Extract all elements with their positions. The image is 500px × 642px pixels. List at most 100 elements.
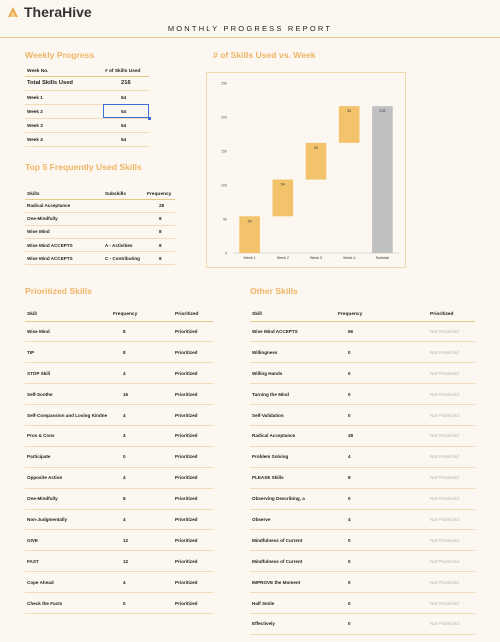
freq-cell[interactable]: 4	[111, 509, 173, 531]
skill-cell[interactable]: Mindfulness of Current	[250, 550, 336, 573]
freq-cell[interactable]: 0	[111, 592, 173, 614]
skill-cell[interactable]: Effectively	[250, 613, 336, 635]
freq-cell[interactable]: 0	[111, 446, 173, 468]
status-cell[interactable]: Prioritized	[173, 425, 213, 447]
status-cell[interactable]: Not Prioritized	[428, 613, 475, 635]
freq-cell[interactable]: 12	[111, 529, 173, 552]
status-cell[interactable]: Prioritized	[173, 321, 213, 343]
skill-cell[interactable]: PLEASE Skills	[250, 467, 336, 489]
status-cell[interactable]: Prioritized	[173, 383, 213, 406]
freq-cell[interactable]: 4	[111, 571, 173, 594]
selected-cell[interactable]: 54	[103, 104, 151, 120]
skill-cell[interactable]: Wise Mind ACCEPTS	[25, 251, 103, 266]
skill-cell[interactable]: Willingness	[250, 341, 336, 364]
skill-cell[interactable]: Self-Compassion and Loving Kindne	[25, 404, 111, 426]
status-cell[interactable]: Prioritized	[173, 362, 213, 385]
skill-cell[interactable]: FAST	[25, 550, 111, 573]
skill-cell[interactable]: Wise Mind	[25, 225, 103, 240]
skill-cell[interactable]: Turning the Mind	[250, 383, 336, 406]
freq-cell[interactable]: 8	[145, 238, 175, 253]
freq-cell[interactable]: 28	[145, 199, 175, 213]
skill-cell[interactable]: Participate	[25, 446, 111, 468]
freq-cell[interactable]: 4	[111, 404, 173, 426]
freq-cell[interactable]: 0	[336, 362, 428, 385]
value-cell[interactable]: 54	[103, 132, 149, 148]
status-cell[interactable]: Not Prioritized	[428, 467, 475, 489]
status-cell[interactable]: Prioritized	[173, 550, 213, 573]
status-cell[interactable]: Not Prioritized	[428, 592, 475, 614]
status-cell[interactable]: Not Prioritized	[428, 341, 475, 364]
skill-cell[interactable]: Wise Mind ACCEPTS	[25, 238, 103, 253]
skill-cell[interactable]: Radical Acceptance	[250, 425, 336, 447]
skill-cell[interactable]: Problem Solving	[250, 446, 336, 468]
freq-cell[interactable]: 8	[111, 488, 173, 510]
value-cell[interactable]: 54	[103, 118, 149, 134]
freq-cell[interactable]: 0	[336, 592, 428, 614]
skill-cell[interactable]: Observing Describing, a	[250, 488, 336, 510]
subskill-cell[interactable]: A - Activities	[103, 238, 145, 253]
skill-cell[interactable]: Self-Soothe	[25, 383, 111, 406]
freq-cell[interactable]: 0	[336, 383, 428, 406]
week-cell[interactable]: Week 3	[25, 118, 103, 134]
skill-cell[interactable]: Non-Judgmentally	[25, 509, 111, 531]
status-cell[interactable]: Not Prioritized	[428, 383, 475, 406]
freq-cell[interactable]: 0	[336, 404, 428, 426]
week-cell[interactable]: Week 2	[25, 104, 103, 119]
status-cell[interactable]: Prioritized	[173, 571, 213, 594]
freq-cell[interactable]: 8	[145, 251, 175, 266]
freq-cell[interactable]: 0	[336, 488, 428, 510]
status-cell[interactable]: Not Prioritized	[428, 425, 475, 447]
freq-cell[interactable]: 0	[336, 613, 428, 635]
skill-cell[interactable]: Pros & Cons	[25, 425, 111, 447]
skill-cell[interactable]: STOP Skill	[25, 362, 111, 385]
status-cell[interactable]: Prioritized	[173, 404, 213, 426]
freq-cell[interactable]: 8	[145, 225, 175, 240]
freq-cell[interactable]: 56	[336, 321, 428, 343]
status-cell[interactable]: Prioritized	[173, 488, 213, 510]
status-cell[interactable]: Prioritized	[173, 341, 213, 364]
skill-cell[interactable]: IMPROVE the Moment	[250, 571, 336, 594]
skill-cell[interactable]: Wise Mind	[25, 321, 111, 343]
skill-cell[interactable]: TIP	[25, 341, 111, 364]
freq-cell[interactable]: 16	[111, 383, 173, 406]
skill-cell[interactable]: Observe	[250, 509, 336, 531]
skill-cell[interactable]: Cope Ahead	[25, 571, 111, 594]
skill-cell[interactable]: Half Smile	[250, 592, 336, 614]
status-cell[interactable]: Not Prioritized	[428, 446, 475, 468]
freq-cell[interactable]: 4	[111, 362, 173, 385]
freq-cell[interactable]: 8	[111, 321, 173, 343]
skill-cell[interactable]: Opposite Action	[25, 467, 111, 489]
subskill-cell[interactable]	[103, 212, 145, 226]
skill-cell[interactable]: Radical Acceptance	[25, 199, 103, 213]
skill-cell[interactable]: One-Mindfully	[25, 212, 103, 226]
status-cell[interactable]: Not Prioritized	[428, 404, 475, 426]
status-cell[interactable]: Prioritized	[173, 529, 213, 552]
status-cell[interactable]: Prioritized	[173, 467, 213, 489]
skill-cell[interactable]: Check the Facts	[25, 592, 111, 614]
freq-cell[interactable]: 8	[145, 212, 175, 226]
status-cell[interactable]: Not Prioritized	[428, 571, 475, 594]
freq-cell[interactable]: 8	[111, 341, 173, 364]
skill-cell[interactable]: Self-Validation	[250, 404, 336, 426]
chart-container[interactable]: 0 50 100 150 200 250 54 Week 1 54 Week 2 54 Week 3 5…	[206, 72, 406, 268]
freq-cell[interactable]: 28	[336, 425, 428, 447]
freq-cell[interactable]: 4	[336, 446, 428, 468]
value-cell[interactable]: 54	[103, 90, 149, 105]
status-cell[interactable]: Not Prioritized	[428, 550, 475, 573]
skill-cell[interactable]: Wise Mind ACCEPTS	[250, 321, 336, 343]
status-cell[interactable]: Prioritized	[173, 446, 213, 468]
freq-cell[interactable]: 4	[336, 509, 428, 531]
skill-cell[interactable]: One-Mindfully	[25, 488, 111, 510]
freq-cell[interactable]: 12	[111, 550, 173, 573]
status-cell[interactable]: Not Prioritized	[428, 509, 475, 531]
skill-cell[interactable]: GIVE	[25, 529, 111, 552]
status-cell[interactable]: Not Prioritized	[428, 321, 475, 343]
status-cell[interactable]: Not Prioritized	[428, 488, 475, 510]
skill-cell[interactable]: Mindfulness of Current	[250, 529, 336, 552]
freq-cell[interactable]: 0	[336, 529, 428, 552]
status-cell[interactable]: Not Prioritized	[428, 362, 475, 385]
freq-cell[interactable]: 8	[336, 467, 428, 489]
subskill-cell[interactable]	[103, 199, 145, 213]
freq-cell[interactable]: 4	[111, 467, 173, 489]
skill-cell[interactable]: Willing Hands	[250, 362, 336, 385]
